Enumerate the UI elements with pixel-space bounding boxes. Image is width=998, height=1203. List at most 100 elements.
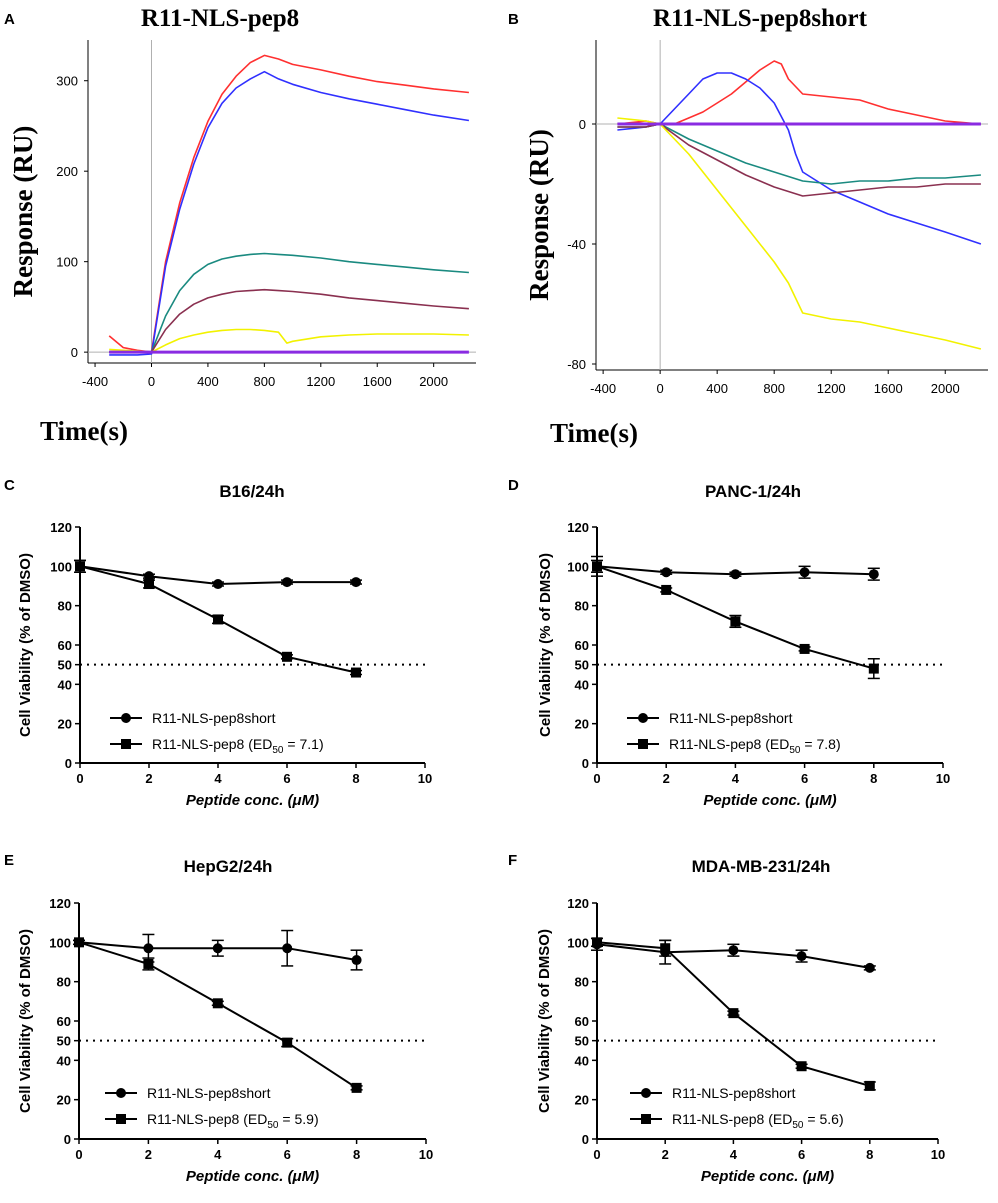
x-tick-label: 400	[197, 374, 219, 389]
chart-title: R11-NLS-pep8	[141, 5, 299, 32]
legend-paren-close: )	[314, 1111, 319, 1127]
x-axis-label: Peptide conc. (μM)	[703, 792, 836, 809]
y-tick-label: 120	[567, 520, 589, 535]
y-tick-label: 50	[58, 658, 72, 673]
y-tick-label: 50	[575, 658, 589, 673]
y-axis-label: Cell Viability (% of DMSO)	[536, 929, 553, 1113]
data-point-circle	[730, 569, 741, 580]
x-tick-label: 8	[353, 1147, 360, 1162]
legend-ed-label: ED	[770, 736, 789, 752]
data-point-circle	[799, 567, 810, 578]
series-line-square	[78, 941, 358, 1089]
y-tick-label: 80	[575, 599, 589, 614]
legend-equals: =	[279, 1111, 295, 1127]
series-line-blue	[617, 72, 982, 245]
y-axis-label: Response (RU)	[524, 129, 554, 301]
data-point-square	[144, 579, 154, 590]
legend-ed-value: 7.1	[299, 736, 319, 752]
x-tick-label: 2000	[931, 381, 960, 396]
data-point-circle	[728, 945, 739, 956]
x-axis-label: Peptide conc. (μM)	[186, 1168, 319, 1185]
y-tick-label: 20	[57, 1093, 71, 1108]
series-line-blue	[109, 70, 470, 356]
y-tick-label: 50	[57, 1034, 71, 1049]
x-tick-label: 10	[419, 1147, 433, 1162]
legend-equals: =	[801, 736, 817, 752]
legend-label: R11-NLS-pep8 (ED50 = 5.9)	[147, 1111, 319, 1131]
y-tick-label: 100	[567, 935, 589, 950]
data-point-square	[592, 561, 602, 572]
x-tick-label: 2	[145, 771, 152, 786]
chart-title: R11-NLS-pep8short	[653, 5, 868, 32]
y-tick-label: 300	[56, 74, 78, 89]
data-point-square	[282, 1037, 293, 1048]
y-tick-label: 0	[64, 1132, 71, 1147]
y-tick-label: 60	[575, 1014, 589, 1029]
x-axis-label: Time(s)	[550, 418, 638, 448]
y-tick-label: 60	[57, 1014, 71, 1029]
y-tick-label: 100	[49, 935, 71, 950]
x-tick-label: 2	[145, 1147, 152, 1162]
y-tick-label: 0	[582, 756, 589, 771]
data-point-square	[660, 943, 671, 954]
x-tick-label: 1600	[874, 381, 903, 396]
data-point-circle	[282, 577, 292, 588]
x-tick-label: 2000	[419, 374, 448, 389]
y-tick-label: 120	[50, 520, 72, 535]
data-point-square	[592, 937, 602, 948]
legend-label: R11-NLS-pep8 (ED50 = 7.1)	[152, 736, 324, 756]
x-tick-label: 10	[418, 771, 432, 786]
y-tick-label: 100	[567, 559, 589, 574]
legend-marker-circle	[641, 1088, 651, 1098]
series-line-maroon	[617, 123, 981, 197]
legend-marker-square	[641, 1114, 651, 1124]
legend-series-name: R11-NLS-pep8short	[147, 1085, 271, 1101]
y-axis-label: Cell Viability (% of DMSO)	[17, 929, 34, 1113]
series-line-yellow	[109, 328, 469, 353]
x-tick-label: 0	[76, 771, 83, 786]
y-axis-label: Response (RU)	[8, 126, 38, 298]
x-tick-label: 1200	[306, 374, 335, 389]
data-point-circle	[868, 569, 879, 580]
series-line-red	[108, 54, 469, 353]
data-point-square	[143, 958, 154, 969]
legend-paren-close: )	[319, 736, 324, 752]
x-tick-label: 4	[730, 1147, 738, 1162]
data-point-square	[74, 937, 84, 948]
data-point-square	[799, 643, 810, 654]
y-tick-label: 100	[56, 255, 78, 270]
data-point-square	[212, 998, 223, 1009]
y-axis-label: Cell Viability (% of DMSO)	[537, 553, 554, 737]
legend-ed-subscript: 50	[792, 1120, 804, 1131]
data-point-circle	[282, 943, 293, 954]
series-line-red	[617, 60, 981, 125]
y-tick-label: -40	[567, 237, 586, 252]
x-tick-label: 0	[657, 381, 664, 396]
series-line-teal	[617, 123, 981, 185]
data-point-square	[661, 584, 672, 595]
y-tick-label: 100	[50, 559, 72, 574]
legend-paren-open: (	[764, 1111, 773, 1127]
legend-equals: =	[804, 1111, 820, 1127]
x-tick-label: 6	[284, 1147, 291, 1162]
data-point-square	[728, 1008, 739, 1019]
x-tick-label: 800	[254, 374, 276, 389]
data-point-circle	[213, 579, 223, 590]
panel-letter: A	[4, 11, 15, 28]
x-axis-label: Time(s)	[40, 416, 128, 446]
y-tick-label: 0	[582, 1132, 589, 1147]
panel-c: C B16/24h 0 20 40 50 60 80 100 120 0 2 4 6 8 10 R11-NLS-…	[4, 477, 432, 809]
chart-title: MDA-MB-231/24h	[692, 857, 831, 876]
data-point-circle	[144, 571, 154, 582]
x-tick-label: 6	[801, 771, 808, 786]
data-point-square	[864, 1080, 875, 1091]
legend-ed-subscript: 50	[789, 745, 801, 756]
panel-d: D PANC-1/24h 0 20 40 50 60 80 100 120 0 2 4 6 8 10 R11-N…	[508, 477, 950, 809]
data-point-square	[868, 663, 879, 674]
panel-e: E HepG2/24h 0 20 40 50 60 80 100 120 0 2 4 6 8 10 R11-NL…	[4, 852, 433, 1185]
panel-letter: C	[4, 477, 15, 494]
x-tick-label: 2	[662, 1147, 669, 1162]
legend-marker-circle	[121, 713, 131, 723]
legend-series-name: R11-NLS-pep8short	[669, 710, 793, 726]
